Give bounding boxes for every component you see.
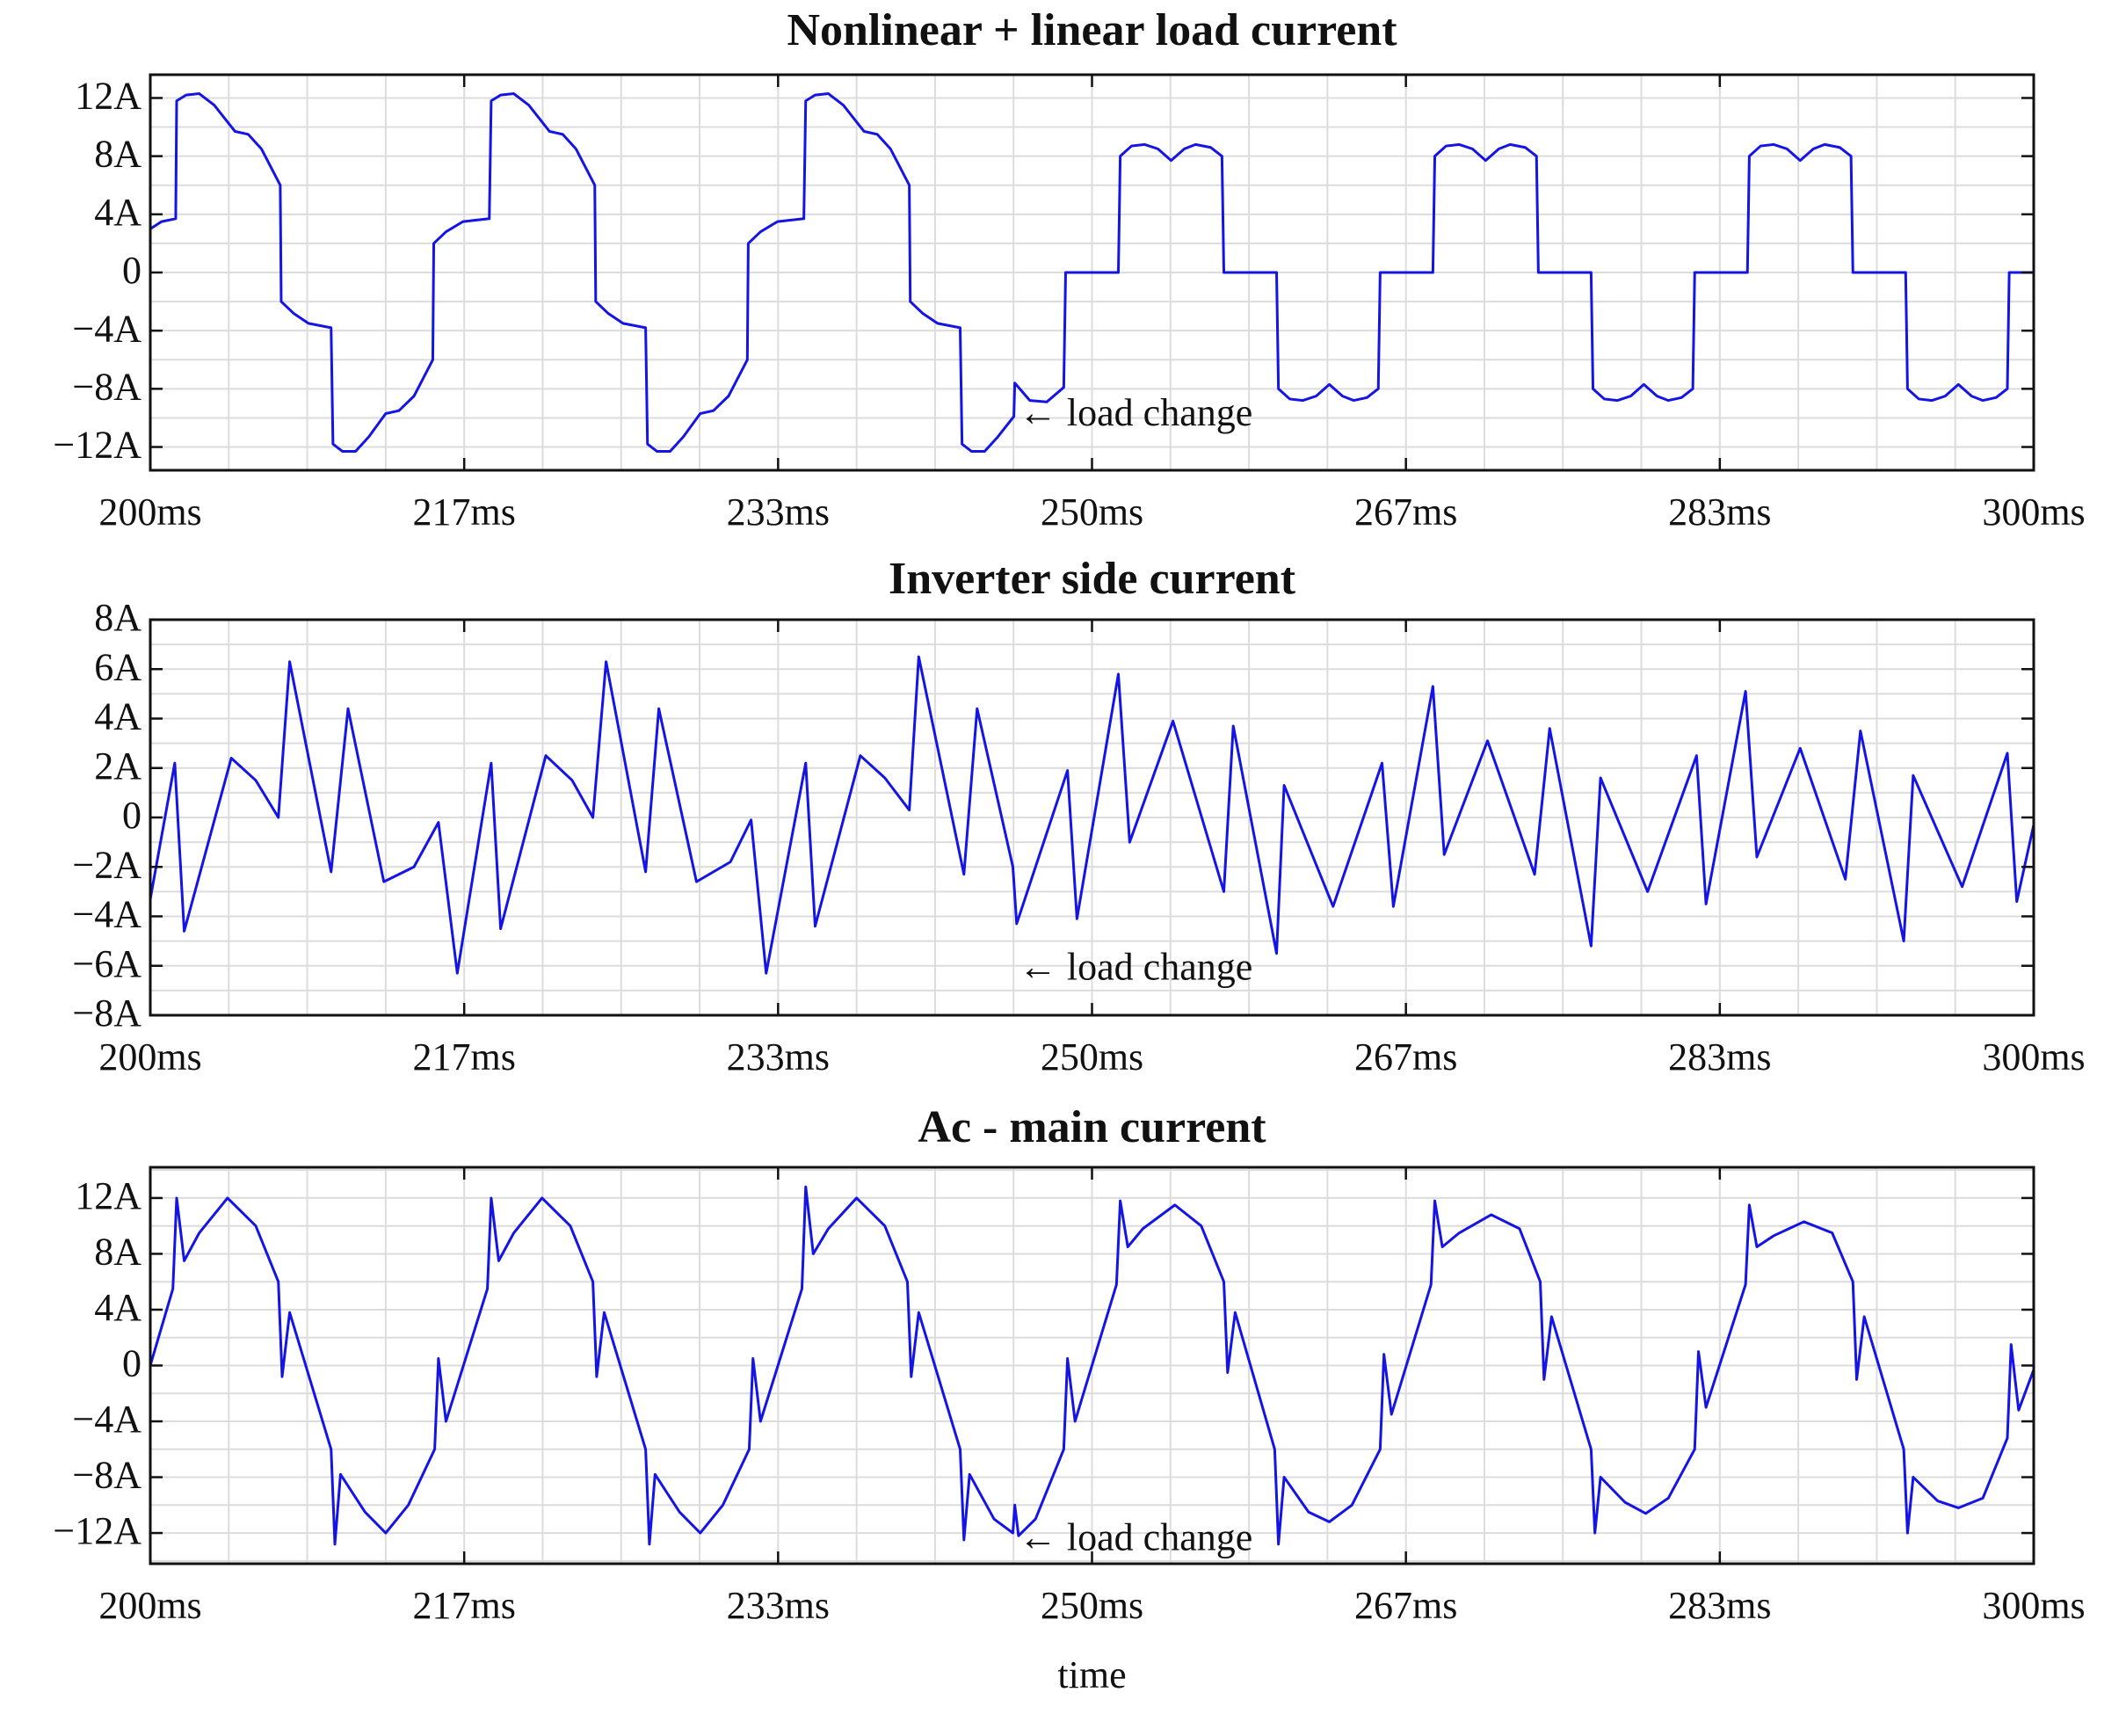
y-tick-label: −4A xyxy=(72,893,141,936)
y-tick-label: −2A xyxy=(72,843,141,886)
y-tick-label: 8A xyxy=(94,133,141,176)
x-tick-label: 283ms xyxy=(1668,1035,1771,1079)
x-tick-label: 200ms xyxy=(98,1584,201,1627)
y-tick-label: −4A xyxy=(72,307,141,350)
series-line xyxy=(150,92,2034,453)
subplot: 200ms 217ms 233ms 250ms 267ms 283ms 300ms −8A −6… xyxy=(72,554,2085,1079)
y-tick-label: 4A xyxy=(94,191,141,234)
y-tick-label: −12A xyxy=(53,424,141,467)
chart-title: Nonlinear + linear load current xyxy=(787,5,1397,55)
y-tick-label: 8A xyxy=(94,596,141,639)
y-tick-label: 0 xyxy=(122,794,141,837)
x-tick-label: 217ms xyxy=(412,1584,515,1627)
x-tick-label: 250ms xyxy=(1041,1035,1143,1079)
plot-frame xyxy=(149,618,2035,1017)
plot-frame xyxy=(149,1166,2035,1565)
x-tick-label: 283ms xyxy=(1668,1584,1771,1627)
annotation: ← load change xyxy=(1019,391,1252,434)
y-tick-label: −8A xyxy=(72,991,141,1035)
x-axis-label: time xyxy=(1057,1653,1126,1696)
y-tick-label: 12A xyxy=(75,1174,141,1217)
y-tick-label: 4A xyxy=(94,695,141,738)
y-tick-label: 4A xyxy=(94,1286,141,1329)
x-tick-label: 250ms xyxy=(1041,490,1143,534)
x-tick-label: 250ms xyxy=(1041,1584,1143,1627)
y-tick-label: 6A xyxy=(94,645,141,688)
plot-frame xyxy=(149,73,2035,472)
series-group xyxy=(150,1185,2034,1546)
x-tick-label: 267ms xyxy=(1354,1584,1457,1627)
y-tick-label: −4A xyxy=(72,1398,141,1441)
y-tick-label: 12A xyxy=(75,75,141,118)
x-tick-label: 233ms xyxy=(727,490,830,534)
y-tick-label: 8A xyxy=(94,1231,141,1274)
chart-title: Ac - main current xyxy=(918,1102,1266,1152)
x-tick-label: 267ms xyxy=(1354,490,1457,534)
x-tick-label: 283ms xyxy=(1668,490,1771,534)
series-line xyxy=(150,655,2034,975)
y-tick-label: 2A xyxy=(94,745,141,788)
series-group xyxy=(150,655,2034,975)
x-tick-label: 217ms xyxy=(412,490,515,534)
y-tick-label: 0 xyxy=(122,249,141,292)
y-tick-label: −8A xyxy=(72,365,141,408)
x-tick-label: 200ms xyxy=(98,1035,201,1079)
series-line xyxy=(150,1185,2034,1546)
x-tick-label: 300ms xyxy=(1982,490,2085,534)
y-tick-label: −6A xyxy=(72,942,141,985)
series-group xyxy=(150,92,2034,453)
subplot: 200ms 217ms 233ms 250ms 267ms 283ms 300ms −12A −… xyxy=(53,1102,2085,1696)
subplot: 200ms 217ms 233ms 250ms 267ms 283ms 300ms −12A −… xyxy=(53,5,2085,534)
chart-title: Inverter side current xyxy=(889,554,1296,604)
x-tick-label: 300ms xyxy=(1982,1584,2085,1627)
annotation: ← load change xyxy=(1019,1516,1252,1559)
x-tick-label: 217ms xyxy=(412,1035,515,1079)
x-tick-label: 233ms xyxy=(727,1035,830,1079)
x-tick-label: 300ms xyxy=(1982,1035,2085,1079)
x-tick-label: 267ms xyxy=(1354,1035,1457,1079)
y-tick-label: −12A xyxy=(53,1509,141,1552)
x-tick-label: 200ms xyxy=(98,490,201,534)
y-tick-label: −8A xyxy=(72,1454,141,1497)
annotation: ← load change xyxy=(1019,945,1252,988)
y-tick-label: 0 xyxy=(122,1342,141,1385)
x-tick-label: 233ms xyxy=(727,1584,830,1627)
